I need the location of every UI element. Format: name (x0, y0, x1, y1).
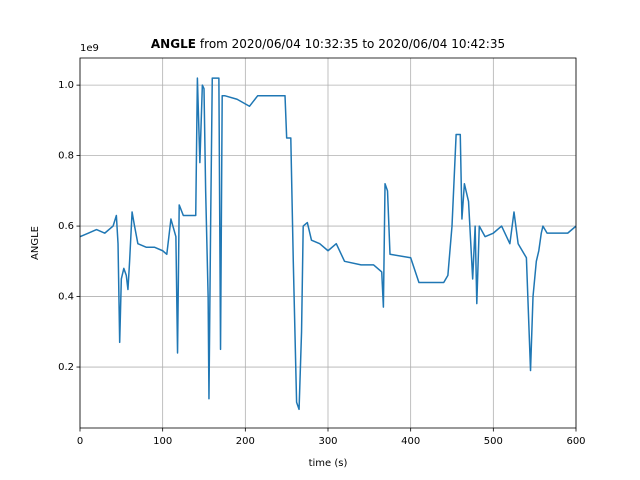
plot-frame (79, 57, 577, 429)
y-tick-label: 0.4 (58, 292, 74, 303)
y-tick-label: 0.6 (58, 221, 74, 232)
title-bold: ANGLE (151, 37, 196, 51)
data-line (80, 77, 576, 411)
y-tick-label: 0.8 (58, 151, 74, 162)
y-axis-label: ANGLE (30, 226, 41, 260)
x-tick-label: 400 (401, 436, 420, 447)
chart-title: ANGLE from 2020/06/04 10:32:35 to 2020/06… (151, 37, 505, 51)
x-axis-label: time (s) (309, 458, 348, 469)
title-rest: from 2020/06/04 10:32:35 to 2020/06/04 1… (200, 37, 505, 51)
y-tick-label: 1.0 (58, 80, 74, 91)
offset-text: 1e9 (80, 43, 99, 54)
x-tick-label: 600 (566, 436, 585, 447)
x-tick-label: 100 (153, 436, 172, 447)
x-tick-label: 500 (484, 436, 503, 447)
y-tick-label: 0.2 (58, 362, 74, 373)
x-tick-label: 300 (318, 436, 337, 447)
x-tick-label: 0 (77, 436, 83, 447)
x-tick-label: 200 (236, 436, 255, 447)
